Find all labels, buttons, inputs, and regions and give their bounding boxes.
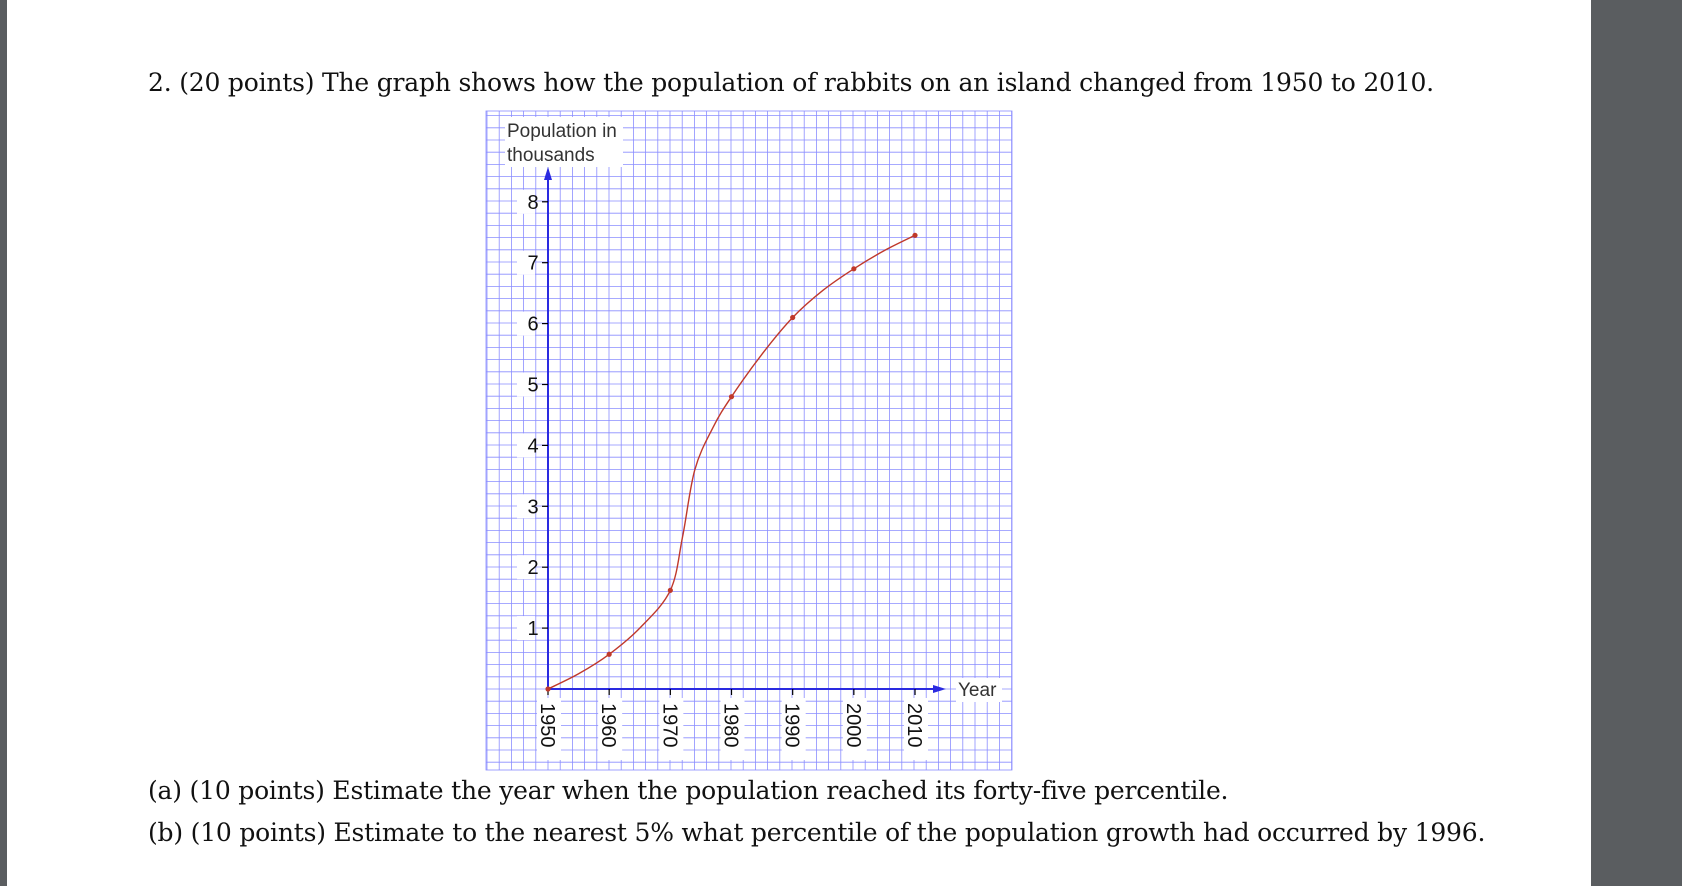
data-point (790, 314, 796, 321)
xtick-background (659, 698, 684, 760)
y-tick-label: 2 (527, 557, 538, 579)
y-axis-title-line1: Population in (507, 121, 617, 142)
y-tick-label: 8 (527, 192, 538, 214)
ytick-background (517, 250, 535, 275)
x-tick-label: 1950 (536, 703, 558, 748)
xtick-background (537, 698, 561, 760)
x-tick-label: 1980 (720, 703, 742, 748)
ytick-background (517, 433, 535, 458)
x-tick-label: 1990 (781, 703, 803, 748)
y-tick-label: 6 (527, 314, 538, 336)
y-tick-label: 3 (527, 496, 538, 518)
x-tick-label: 2010 (903, 703, 925, 748)
graph-labels: 1 2 3 4 5 6 7 8 1950 1960 1970 1980 1990 2000 2010 Popu… (505, 117, 1002, 760)
xtick-background (904, 698, 929, 760)
population-curve (545, 232, 918, 692)
xtick-background (720, 698, 745, 760)
data-point (545, 686, 551, 692)
population-line (547, 234, 916, 690)
window-left-edge (0, 0, 7, 886)
x-axis-arrow (933, 685, 946, 693)
xlabel-background (956, 678, 1002, 702)
y-tick-label: 5 (527, 375, 538, 397)
scrollbar-panel[interactable] (1591, 0, 1682, 886)
graph-axes (542, 167, 946, 695)
y-tick-label: 1 (527, 618, 538, 640)
graph-grid (485, 110, 1013, 771)
data-point (606, 651, 612, 657)
data-point (667, 587, 673, 593)
data-point (851, 266, 857, 272)
x-axis-title: Year (958, 680, 997, 701)
xtick-background (598, 698, 623, 760)
ytick-background (517, 189, 535, 214)
y-tick-label: 7 (527, 253, 538, 275)
y-axis-title-line2: thousands (507, 145, 595, 166)
question-title: 2. (20 points) The graph shows how the p… (148, 68, 1434, 97)
xtick-background (842, 698, 867, 760)
data-point (912, 232, 918, 238)
y-tick-label: 4 (527, 435, 538, 457)
ytick-background (517, 311, 535, 336)
x-tick-label: 1960 (597, 703, 619, 748)
x-tick-label: 2000 (842, 703, 864, 748)
ytick-background (517, 555, 535, 580)
ytick-background (517, 494, 535, 519)
y-axis-arrow (544, 167, 552, 180)
data-point (728, 394, 735, 400)
ytick-background (517, 616, 535, 641)
x-tick-label: 1970 (658, 703, 680, 748)
question-part-a: (a) (10 points) Estimate the year when t… (148, 776, 1229, 805)
ylabel-background (505, 117, 623, 167)
xtick-background (781, 698, 806, 760)
grid-border (485, 110, 1013, 771)
ytick-background (517, 372, 535, 397)
question-part-b: (b) (10 points) Estimate to the nearest … (148, 818, 1486, 847)
